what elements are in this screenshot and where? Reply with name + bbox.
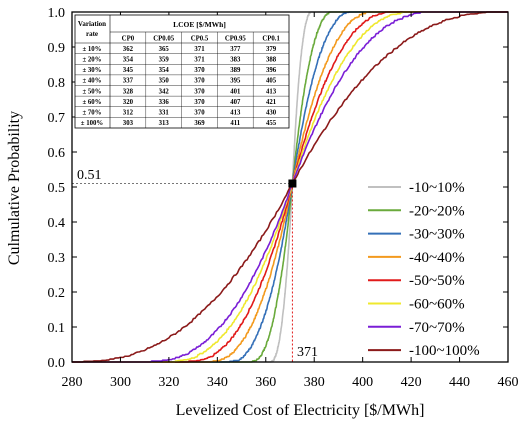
table-value-cell: 383: [230, 56, 241, 63]
series-line-1: [72, 11, 508, 363]
legend-label: -100~100%: [409, 343, 480, 359]
legend-label: -20~20%: [409, 203, 465, 219]
table-value-cell: 313: [159, 120, 170, 127]
table-value-cell: 401: [230, 88, 241, 95]
table-value-cell: 379: [266, 46, 277, 53]
table-value-cell: 370: [194, 110, 205, 117]
table-value-cell: 407: [230, 99, 241, 106]
legend-label: -70~70%: [409, 320, 465, 336]
table-value-cell: 362: [123, 46, 134, 53]
x-tick-label: 360: [255, 375, 276, 390]
y-tick-label: 0.3: [48, 251, 66, 266]
table-value-cell: 371: [194, 46, 205, 53]
legend-label: -40~40%: [409, 250, 465, 266]
table-rate-cell: ± 30%: [82, 67, 101, 74]
table-value-cell: 369: [194, 120, 205, 127]
table-value-cell: 354: [123, 56, 134, 63]
table-value-cell: 396: [266, 67, 277, 74]
table-value-cell: 328: [123, 88, 134, 95]
x-tick-label: 400: [352, 375, 373, 390]
table-value-cell: 370: [194, 99, 205, 106]
table-value-cell: 389: [230, 67, 241, 74]
table-value-cell: 395: [230, 78, 241, 85]
table-col-header: CP0.5: [191, 36, 209, 43]
table-col-header: CP0.05: [153, 36, 175, 43]
x-tick-label: 460: [498, 375, 519, 390]
table-rate-cell: ± 70%: [82, 110, 101, 117]
legend-label: -10~10%: [409, 180, 465, 196]
table-value-cell: 342: [159, 88, 170, 95]
y-tick-label: 0.0: [48, 356, 66, 371]
legend-label: -50~50%: [409, 273, 465, 289]
y-tick-label: 0.4: [48, 216, 66, 231]
y-tick-label: 0.9: [48, 41, 66, 56]
table-value-cell: 303: [123, 120, 134, 127]
table-rate-cell: ± 10%: [82, 46, 101, 53]
x-tick-label: 280: [62, 375, 83, 390]
y-tick-label: 0.6: [48, 146, 66, 161]
table-value-cell: 421: [266, 99, 277, 106]
y-tick-label: 0.5: [48, 181, 66, 196]
x-tick-label: 320: [158, 375, 179, 390]
table-value-cell: 370: [194, 67, 205, 74]
series-curves: [72, 11, 508, 363]
x-tick-label: 420: [401, 375, 422, 390]
x-tick-label: 380: [304, 375, 325, 390]
legend-label: -30~30%: [409, 227, 465, 243]
table-col-header: CP0: [122, 36, 135, 43]
table-group-header: LCOE [$/MWh]: [173, 20, 226, 29]
y-tick-label: 0.2: [48, 286, 66, 301]
x-axis-label: Levelized Cost of Electricity [$/MWh]: [176, 402, 425, 419]
y-tick-label: 0.7: [48, 111, 66, 126]
table-col-header: CP0.95: [225, 36, 247, 43]
table-value-cell: 337: [123, 78, 134, 85]
axes: 280 300 320 340 360 380 400 420 440 460 0.0 0.1 0.2 0…: [48, 6, 519, 390]
x-tick-label: 300: [110, 375, 131, 390]
table-value-cell: 365: [159, 46, 170, 53]
table-rate-cell: ± 40%: [82, 78, 101, 85]
table-value-cell: 331: [159, 110, 170, 117]
table-value-cell: 370: [194, 78, 205, 85]
y-tick-label: 0.8: [48, 76, 66, 91]
table-value-cell: 354: [159, 67, 170, 74]
table-rate-cell: ± 50%: [82, 88, 101, 95]
table-value-cell: 430: [266, 110, 277, 117]
table-value-cell: 411: [230, 120, 240, 127]
y-axis-label: Culmulative Probability: [6, 111, 23, 265]
table-value-cell: 320: [123, 99, 134, 106]
table-value-cell: 377: [230, 46, 241, 53]
table-value-cell: 371: [194, 56, 205, 63]
table-rate-cell: ± 100%: [81, 120, 104, 127]
table-value-cell: 336: [159, 99, 170, 106]
center-marker: [288, 179, 297, 188]
table-value-cell: 312: [123, 110, 134, 117]
table-rate-cell: ± 60%: [82, 99, 101, 106]
table-value-cell: 350: [159, 78, 170, 85]
table-value-cell: 345: [123, 67, 134, 74]
y-tick-label: 0.1: [48, 321, 66, 336]
table-value-cell: 455: [266, 120, 277, 127]
table-value-cell: 388: [266, 56, 277, 63]
table-value-cell: 405: [266, 78, 277, 85]
table-rate-cell: ± 20%: [82, 56, 101, 63]
legend-label: -60~60%: [409, 297, 465, 313]
y-value-annotation: 0.51: [77, 168, 102, 183]
table-value-cell: 359: [159, 56, 170, 63]
table-value-cell: 413: [266, 88, 277, 95]
table-col-header: CP0.1: [262, 36, 280, 43]
legend: -10~10% -20~20% -30~30% -40~40% -50~50% -60~6…: [368, 180, 480, 359]
table-value-cell: 370: [194, 88, 205, 95]
table-value-cell: 413: [230, 110, 241, 117]
x-value-annotation: 371: [297, 345, 318, 360]
x-tick-label: 340: [207, 375, 228, 390]
reference-lines: 0.51 371: [72, 168, 318, 362]
y-tick-label: 1.0: [48, 6, 66, 21]
x-tick-label: 440: [449, 375, 470, 390]
